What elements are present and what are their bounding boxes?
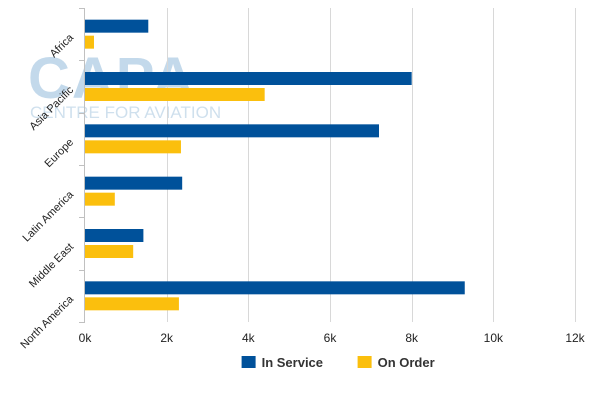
bar-in-service[interactable] xyxy=(85,124,379,138)
bar-in-service[interactable] xyxy=(85,72,412,85)
bar-on-order[interactable] xyxy=(85,140,181,154)
bar-in-service[interactable] xyxy=(85,19,149,33)
x-tick-label: 12k xyxy=(565,331,585,345)
category-label: Latin America xyxy=(21,188,77,244)
category-label: North America xyxy=(18,293,76,351)
legend-item-on-order[interactable]: On Order xyxy=(357,355,435,370)
gridlines xyxy=(167,8,576,322)
bars xyxy=(85,19,465,311)
bar-on-order[interactable] xyxy=(85,297,179,311)
bar-in-service[interactable] xyxy=(85,281,465,295)
x-tick-label: 0k xyxy=(79,331,93,345)
category-label: Middle East xyxy=(27,241,76,290)
bar-on-order[interactable] xyxy=(85,192,115,206)
legend-label: In Service xyxy=(262,355,323,370)
legend[interactable]: In Service On Order xyxy=(241,355,435,370)
legend-swatch xyxy=(241,356,256,368)
legend-item-in-service[interactable]: In Service xyxy=(241,355,323,370)
x-tick-label: 4k xyxy=(242,331,256,345)
bar-in-service[interactable] xyxy=(85,229,144,242)
bar-on-order[interactable] xyxy=(85,88,265,101)
legend-label: On Order xyxy=(378,355,435,370)
bar-on-order[interactable] xyxy=(85,245,134,258)
x-tick-label: 6k xyxy=(324,331,338,345)
x-tick-label: 8k xyxy=(405,331,419,345)
legend-swatch xyxy=(357,356,372,368)
watermark-tagline: CENTRE FOR AVIATION xyxy=(30,103,221,122)
category-label: Europe xyxy=(43,136,77,170)
x-tick-label: 2k xyxy=(160,331,174,345)
bar-in-service[interactable] xyxy=(85,176,183,190)
bar-on-order[interactable] xyxy=(85,35,94,49)
x-tick-label: 10k xyxy=(484,331,504,345)
